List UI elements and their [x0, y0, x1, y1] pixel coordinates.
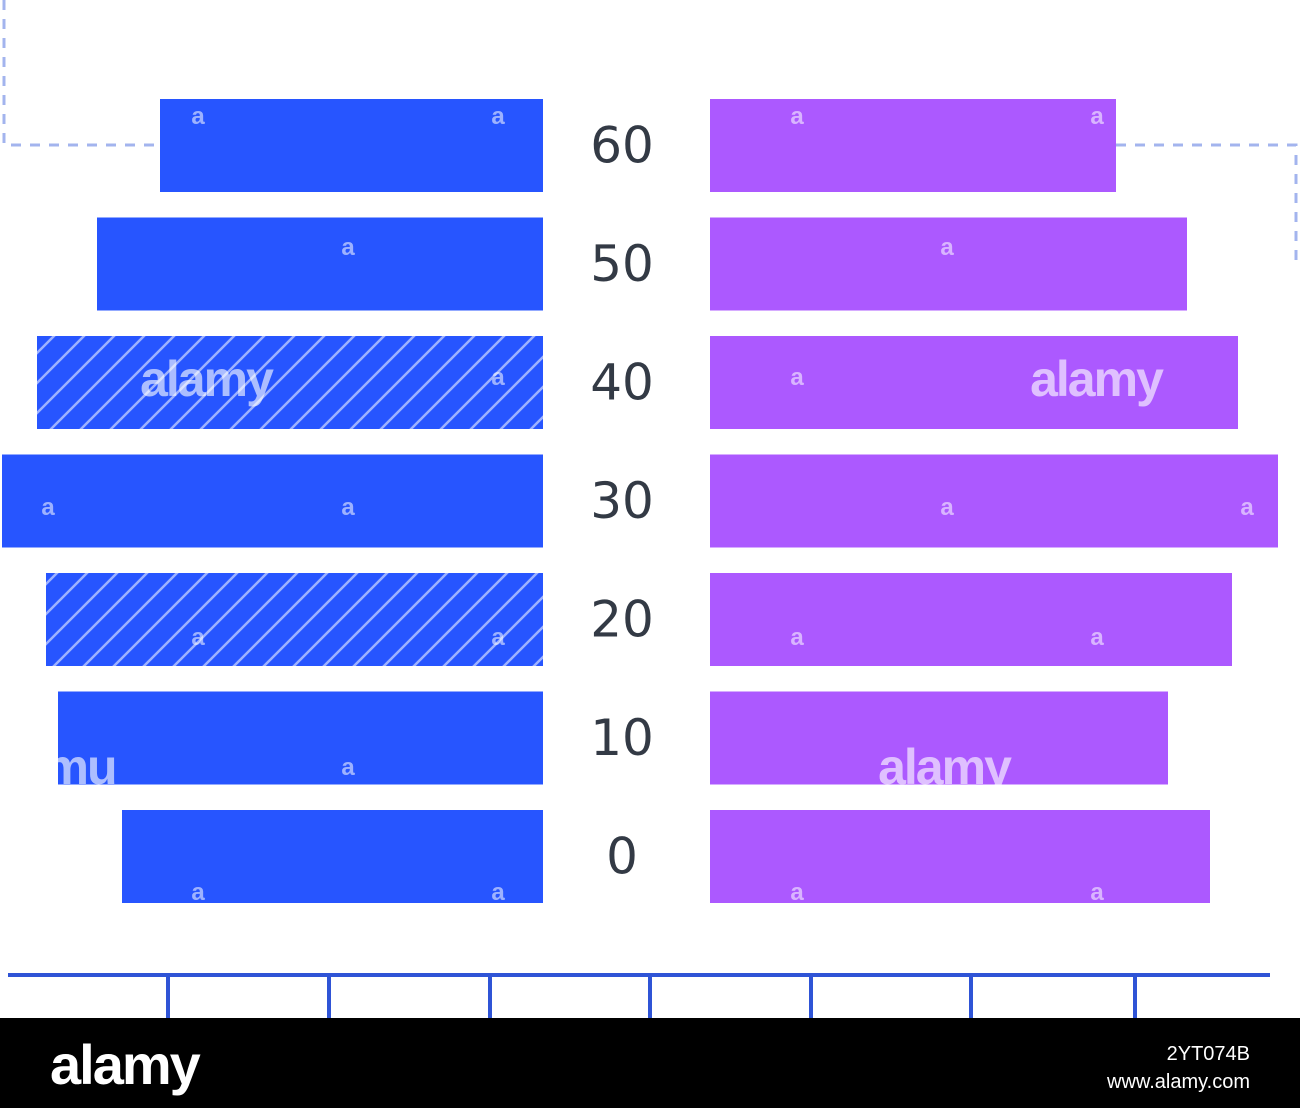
watermark-mark: a	[341, 494, 355, 521]
watermark-brand-fragment: mu	[45, 739, 116, 795]
watermark-mark: a	[191, 103, 205, 130]
watermark-mark: a	[41, 494, 55, 521]
bar-right-30	[710, 454, 1278, 548]
bar-left-50	[97, 217, 543, 311]
guide-line-left	[2, 0, 160, 147]
footer-image-id: 2YT074B	[1166, 1043, 1250, 1065]
bar-left-hatch-40	[37, 336, 543, 429]
watermark-brand: alamy	[1030, 351, 1164, 407]
watermark-mark: a	[491, 879, 505, 906]
watermark-brand: alamy	[878, 739, 1012, 795]
category-label-10: 10	[590, 709, 654, 767]
watermark-mark: a	[341, 234, 355, 261]
category-labels: 0 10 20 30 40 50 60	[590, 117, 654, 886]
watermark-brand: alamy	[140, 351, 274, 407]
bar-left-0	[122, 810, 543, 903]
watermark-mark: a	[790, 103, 804, 130]
bar-right-0	[710, 810, 1210, 903]
left-series	[2, 99, 543, 903]
watermark-mark: a	[1090, 879, 1104, 906]
watermark-mark: a	[1090, 103, 1104, 130]
bar-right-40	[710, 336, 1238, 429]
bar-right-20	[710, 573, 1232, 666]
footer-credit: 2YT074B www.alamy.com	[1107, 1040, 1250, 1096]
bar-right-60	[710, 99, 1116, 192]
bar-left-30	[2, 454, 543, 548]
bar-right-50	[710, 217, 1187, 311]
watermark-mark: a	[940, 234, 954, 261]
watermark-mark: a	[940, 494, 954, 521]
category-label-30: 30	[590, 472, 654, 530]
stock-footer: alamy 2YT074B www.alamy.com	[0, 1018, 1300, 1108]
watermark-mark: a	[491, 624, 505, 651]
watermark-layer: a a a a a a a a a a a a a a a a a a a a a alamy alamy alamy mu	[41, 103, 1254, 906]
watermark-mark: a	[491, 103, 505, 130]
footer-site: www.alamy.com	[1107, 1071, 1250, 1093]
watermark-mark: a	[790, 879, 804, 906]
category-label-60: 60	[590, 117, 654, 175]
footer-brand-logo: alamy	[50, 1033, 201, 1096]
category-label-40: 40	[590, 354, 654, 412]
category-label-20: 20	[590, 591, 654, 649]
x-axis-ticks	[166, 975, 1137, 1018]
watermark-mark: a	[191, 624, 205, 651]
watermark-mark: a	[790, 624, 804, 651]
category-label-0: 0	[606, 828, 638, 886]
bar-left-hatch-20	[46, 573, 543, 666]
bar-right-10	[710, 691, 1168, 785]
watermark-mark: a	[790, 364, 804, 391]
category-label-50: 50	[590, 235, 654, 293]
guide-line-right	[1116, 143, 1298, 268]
bar-left-60	[160, 99, 543, 192]
population-pyramid-chart: 0 10 20 30 40 50 60 a a a a a a a a a a a a a a a a a a a a a alamy…	[2, 0, 1298, 1018]
watermark-mark: a	[1240, 494, 1254, 521]
watermark-mark: a	[491, 364, 505, 391]
watermark-mark: a	[191, 879, 205, 906]
right-series	[710, 99, 1278, 903]
watermark-mark: a	[341, 754, 355, 781]
watermark-mark: a	[1090, 624, 1104, 651]
bar-left-10	[58, 691, 543, 785]
